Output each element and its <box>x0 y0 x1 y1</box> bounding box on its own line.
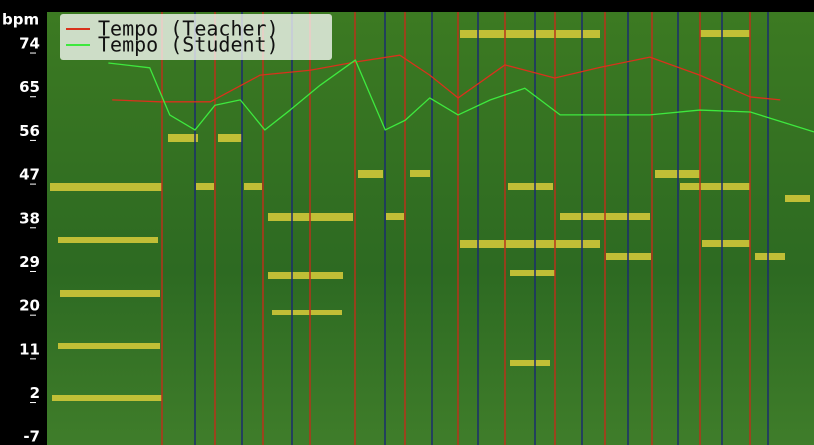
y-tick-label: 20 <box>19 297 40 315</box>
y-tick-label: 29 <box>19 253 40 271</box>
y-tick-label: 74 <box>19 35 40 53</box>
y-tick-label: -7 <box>23 428 40 445</box>
legend-label: Tempo (Student) <box>98 33 279 57</box>
chart: bpm 74 65 56 47 38 29 20 11 2 -7 Tempo (Teacher)Te… <box>0 0 814 445</box>
y-axis-label: bpm <box>2 11 39 29</box>
y-tick-label: 38 <box>19 209 40 227</box>
y-tick-label: 47 <box>19 166 40 184</box>
y-tick-label: 56 <box>19 122 40 140</box>
y-tick-label: 2 <box>30 384 40 402</box>
y-tick-label: 11 <box>19 340 40 358</box>
y-tick-label: 65 <box>19 78 40 96</box>
legend: Tempo (Teacher)Tempo (Student) <box>60 14 332 60</box>
